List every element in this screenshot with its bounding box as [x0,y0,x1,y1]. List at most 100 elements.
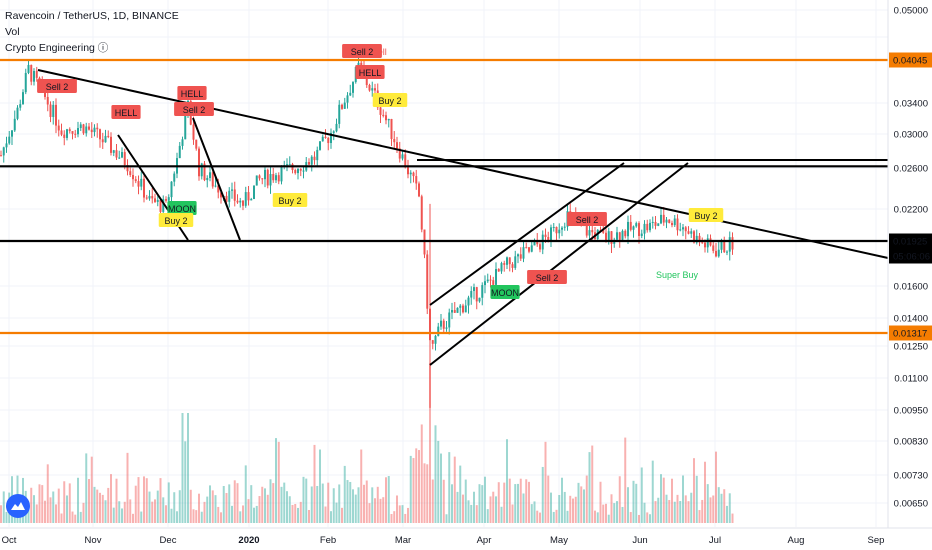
volume-bar [88,479,90,523]
candle-body [646,223,649,231]
volume-bar [90,456,93,523]
candle-body [184,112,187,140]
candle-body [717,249,720,257]
volume-bar [310,486,313,523]
volume-bar [382,497,385,523]
candle-body [712,245,715,251]
time-tick-label: Jun [632,535,647,546]
tradingview-logo-icon[interactable] [6,494,30,518]
signal-super-buy: Super Buy [656,270,699,280]
volume-bar [354,494,357,523]
candle-body [206,178,209,181]
volume-bar [387,476,390,523]
candle-body [2,147,5,156]
candle-body [200,163,203,177]
volume-bar [77,477,79,523]
volume-bar [313,444,316,523]
signal-badge-14 [688,208,724,222]
candle-body [704,242,706,248]
volume-bar [46,464,49,523]
volume-bar [484,476,486,523]
time-tick-label: Feb [320,535,336,546]
volume-bar [145,478,148,523]
chart-legend: Ravencoin / TetherUS, 1D, BINANCE Vol Cr… [5,8,179,56]
volume-bar [434,425,437,523]
candle-body [0,155,2,157]
volume-bar [588,452,591,523]
candle-body [277,175,280,182]
candle-body [159,199,162,212]
candle-body [250,198,253,201]
candle-body [673,218,676,226]
upper-level-badge: 0.04045 [893,56,927,67]
volume-bar [165,505,167,523]
candle-body [437,326,440,336]
volume-bar [492,491,495,523]
candle-body [508,257,511,265]
candle-body [99,129,101,140]
time-tick-label: Aug [788,535,805,546]
candle-body [118,157,121,159]
volume-bar [352,489,354,523]
candle-body [478,297,481,302]
volume-bar [701,499,704,523]
volume-bar [68,483,71,523]
volume-bar [412,458,415,523]
trend-line-0 [37,69,889,259]
volume-bar [308,510,310,523]
volume-bar [52,491,55,523]
crypto-engineering-indicator-label[interactable]: Crypto Engineering ⓘ [5,42,109,54]
volume-bar [332,488,335,523]
volume-bar [731,513,734,523]
volume-bar [704,461,706,523]
candle-body [148,196,151,199]
candle-body [162,199,165,212]
volume-bar [558,495,561,523]
candle-body [528,247,530,252]
candle-body [550,227,552,241]
candle-body [52,104,55,117]
volume-bar [35,504,38,523]
candle-body [390,118,393,140]
volume-bar [728,493,731,523]
volume-bar [720,493,723,523]
volume-bar [602,504,605,523]
candle-body [123,152,126,166]
volume-bar [33,495,35,523]
candle-body [209,172,211,179]
candle-body [434,335,437,344]
candle-body [321,136,324,142]
volume-bar [486,509,489,523]
candle-body [412,172,415,177]
candle-body [357,62,360,67]
time-axis[interactable]: Oct Nov Dec 2020 Feb Mar Apr May Jun Jul Aug Sep [0,527,932,546]
volume-bar [440,453,442,523]
volume-bar [561,477,563,523]
candle-body [33,71,35,82]
volume-bar [517,483,519,523]
volume-bar [528,481,530,523]
volume-bar [195,510,198,523]
volume-bar [79,511,82,523]
volume-bar [643,502,646,523]
price-axis[interactable]: 0.05000 0.03400 0.03000 0.02600 0.02200 0.016… [887,0,928,528]
volume-bar [473,491,475,523]
candle-body [115,150,118,158]
volume-bar [715,451,717,523]
volume-bar [365,480,368,523]
time-tick-label: Apr [477,535,492,546]
volume-bar [605,503,607,523]
candle-body [539,244,541,250]
candle-body [409,172,412,175]
candle-body [720,240,723,250]
candle-body [30,64,33,82]
volume-indicator-label[interactable]: Vol [5,26,20,38]
volume-bar [574,496,577,523]
candle-body [261,178,264,180]
symbol-title[interactable]: Ravencoin / TetherUS, 1D, BINANCE [5,10,179,22]
volume-bar [390,514,393,523]
candle-body [231,189,233,191]
candle-body [46,96,49,105]
